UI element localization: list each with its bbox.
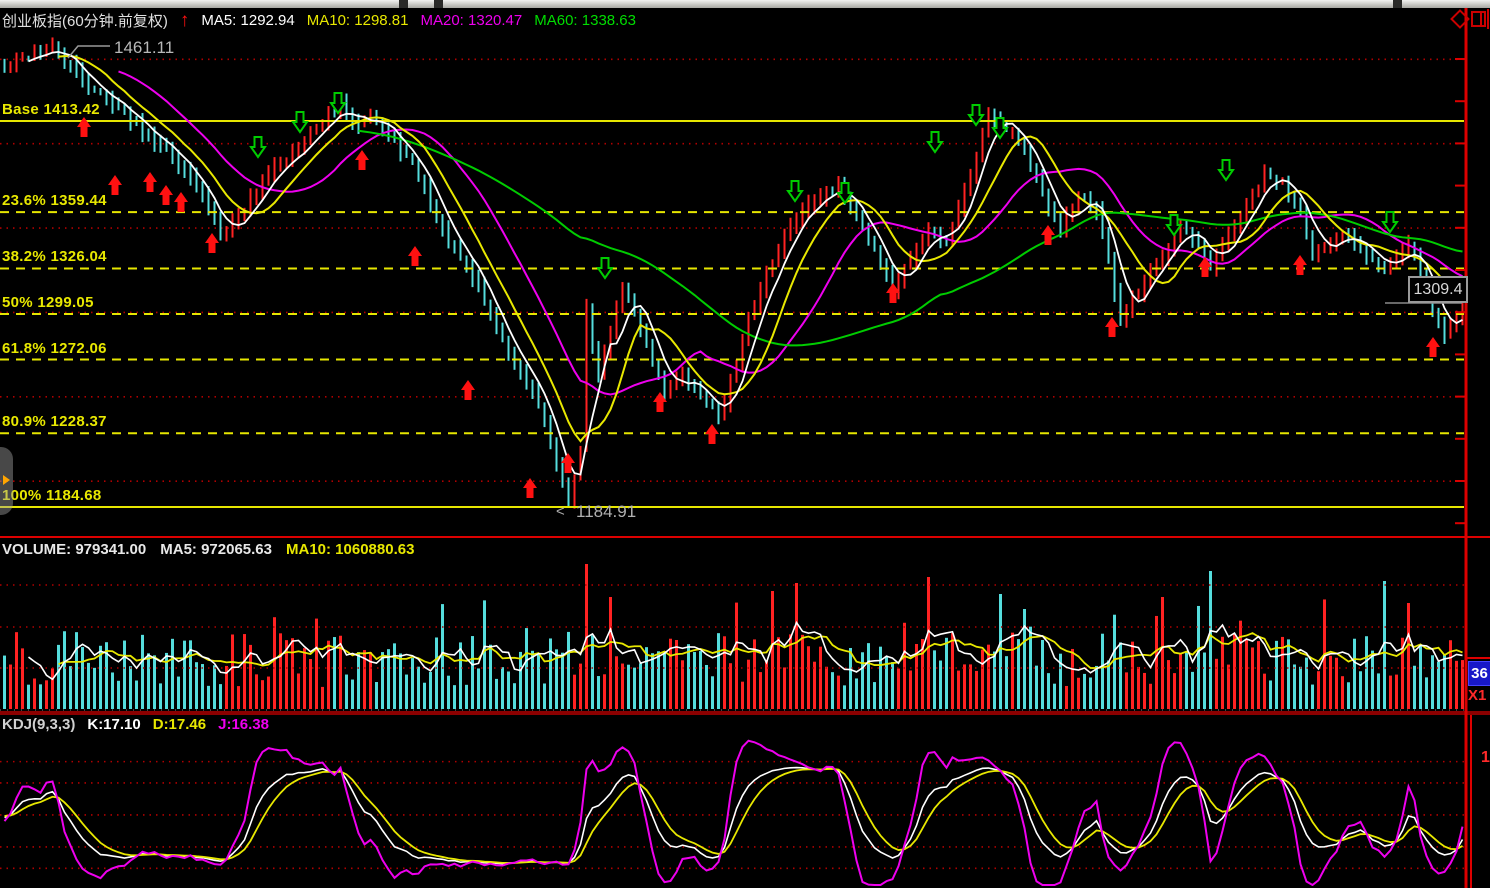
fib-label-80-9: 80.9% 1228.37 xyxy=(2,413,107,431)
ma20-value: MA20: 1320.47 xyxy=(420,12,523,29)
kdj-d-value: D:17.46 xyxy=(152,716,207,733)
window-edge-mark xyxy=(1487,9,1489,29)
fib-label-38-2: 38.2% 1326.04 xyxy=(2,248,107,266)
split-pane-icon[interactable] xyxy=(1471,11,1486,27)
ma10-value: MA10: 1298.81 xyxy=(306,12,409,29)
main-chart-header: 创业板指(60分钟.前复权) ↑ MA5: 1292.94 MA10: 1298… xyxy=(2,10,636,31)
low-pointer-icon: < xyxy=(556,503,565,520)
fib-label-100: 100% 1184.68 xyxy=(2,486,102,504)
fib-label-50: 50% 1299.05 xyxy=(2,293,94,311)
ma5-value: MA5: 1292.94 xyxy=(201,12,295,29)
up-arrow-icon: ↑ xyxy=(179,10,190,31)
split-pane-icon-divider xyxy=(1480,13,1482,25)
kdj-k-value: K:17.10 xyxy=(87,716,141,733)
ma60-value: MA60: 1338.63 xyxy=(534,12,636,29)
volume-ma5-value: MA5: 972065.63 xyxy=(160,541,272,558)
fib-label-61-8: 61.8% 1272.06 xyxy=(2,339,107,357)
fib-label-23-6: 23.6% 1359.44 xyxy=(2,192,107,210)
kdj-panel-header: KDJ(9,3,3) K:17.10 D:17.46 J:16.38 xyxy=(2,716,269,733)
strip-notch xyxy=(434,0,443,8)
fib-label-base: Base 1413.42 xyxy=(2,101,100,118)
volume-ma10-value: MA10: 1060880.63 xyxy=(286,541,415,558)
volume-scale-badge: 36 xyxy=(1468,661,1490,686)
instrument-title: 创业板指(60分钟.前复权) xyxy=(2,13,168,30)
kdj-scale-label: 1 xyxy=(1481,749,1490,766)
kdj-params-label: KDJ(9,3,3) xyxy=(2,716,76,733)
kdj-j-value: J:16.38 xyxy=(218,716,269,733)
expand-right-icon xyxy=(3,475,10,485)
high-price-annotation: 1461.11 xyxy=(114,38,175,57)
volume-value: VOLUME: 979341.00 xyxy=(2,541,147,558)
low-price-annotation: 1184.91 xyxy=(576,502,637,521)
last-price-tag: 1309.4 xyxy=(1408,276,1468,303)
strip-notch xyxy=(399,0,408,8)
strip-notch xyxy=(1393,0,1402,8)
volume-panel-header: VOLUME: 979341.00 MA5: 972065.63 MA10: 1… xyxy=(2,541,414,558)
window-title-strip[interactable] xyxy=(0,0,1490,8)
sidebar-expander-tab[interactable] xyxy=(0,447,13,515)
volume-multiplier-label: X1 xyxy=(1468,687,1487,704)
